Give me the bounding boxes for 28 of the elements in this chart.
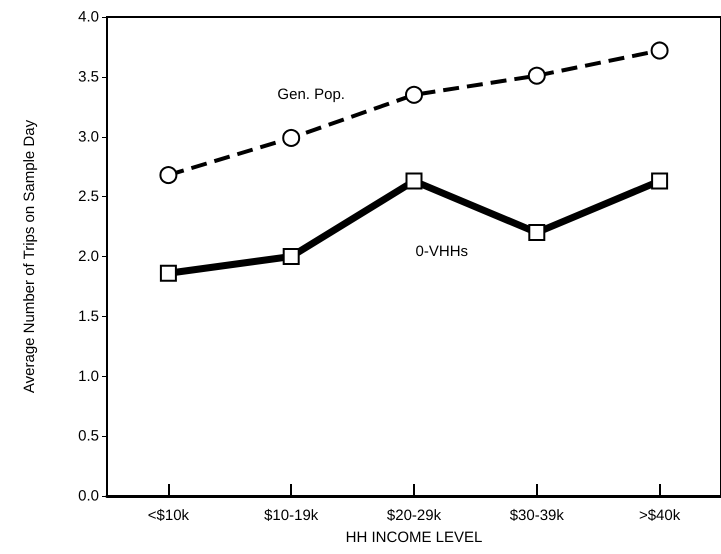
text: 0-VHHs — [416, 243, 468, 260]
y-tick-label: 2.5 — [78, 188, 99, 206]
x-tick-label: $30-39k — [510, 507, 564, 524]
y-tick-label: 3.5 — [78, 68, 99, 86]
point — [282, 248, 300, 265]
point — [651, 172, 668, 190]
point — [406, 172, 422, 190]
x-tick-label: <$10k — [148, 507, 190, 524]
point — [528, 224, 546, 242]
point — [650, 42, 669, 60]
y-tick-label: 4.0 — [78, 8, 99, 26]
point — [405, 86, 423, 104]
y-tick-label: 3.0 — [78, 128, 99, 146]
y-axis-title: Average Number of Trips on Sample Day — [21, 119, 38, 394]
y-tick-label: 1.0 — [78, 368, 99, 385]
x-axis-title: HH INCOME LEVEL — [346, 529, 482, 546]
y-tick-label: 2.0 — [78, 248, 99, 265]
y-tick-label: 0.0 — [78, 488, 99, 504]
x-tick-label: >$40k — [638, 507, 681, 524]
x-tick-label: $10-19k — [264, 507, 319, 524]
x-tick-label: $20-29k — [386, 507, 442, 524]
point — [282, 128, 300, 147]
point — [528, 66, 546, 85]
y-tick-label: 0.5 — [78, 428, 99, 445]
y-tick-label: 1.5 — [78, 308, 99, 325]
series-label: Gen. Pop. — [277, 86, 345, 103]
point — [159, 166, 178, 184]
point — [160, 264, 177, 282]
